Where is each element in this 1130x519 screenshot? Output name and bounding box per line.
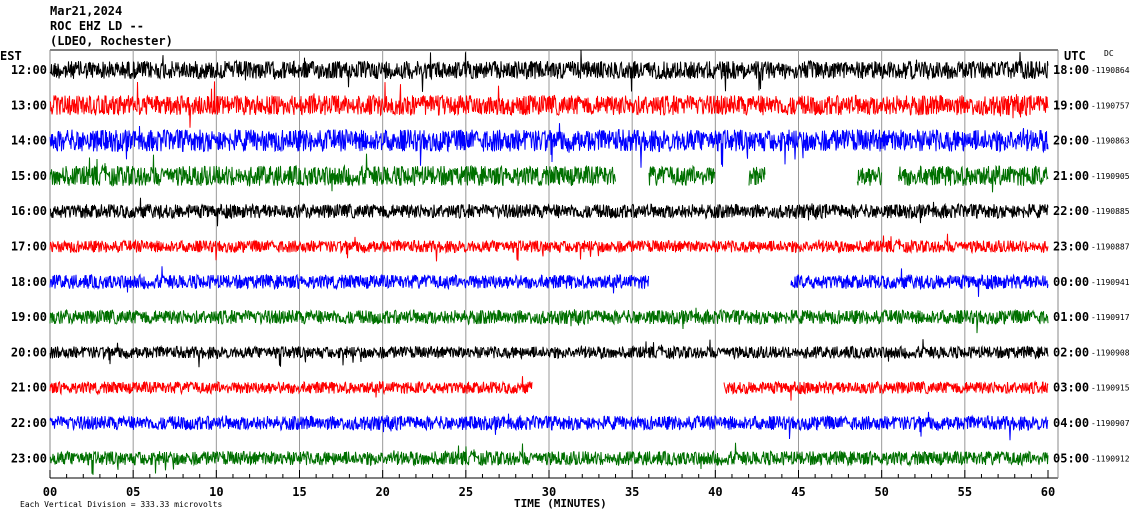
seismic-trace	[723, 380, 1049, 401]
est-time-label: 14:00	[11, 134, 47, 148]
dc-offset-label: -1190887	[1091, 243, 1130, 252]
est-time-label: 16:00	[11, 204, 47, 218]
seismic-trace	[856, 166, 882, 186]
utc-time-label: 21:00	[1053, 169, 1089, 183]
station-label: ROC EHZ LD --	[50, 19, 144, 33]
est-time-label: 19:00	[11, 310, 47, 324]
est-time-label: 20:00	[11, 345, 47, 359]
network-label: (LDEO, Rochester)	[50, 34, 173, 48]
dc-offset-label: -1190885	[1091, 207, 1130, 216]
est-time-label: 18:00	[11, 275, 47, 289]
dc-offset-label: -1190915	[1091, 384, 1130, 393]
dc-offset-label: -1190917	[1091, 313, 1130, 322]
dc-offset-label: -1190864	[1091, 66, 1130, 75]
utc-time-label: 04:00	[1053, 416, 1089, 430]
x-tick-label: 15	[292, 485, 306, 499]
seismic-trace	[49, 266, 649, 294]
x-tick-label: 30	[542, 485, 556, 499]
utc-time-label: 23:00	[1053, 240, 1089, 254]
seismic-trace	[49, 123, 1049, 168]
utc-time-label: 05:00	[1053, 451, 1089, 465]
utc-time-label: 20:00	[1053, 134, 1089, 148]
dc-offset-label: -1190757	[1091, 101, 1130, 110]
right-axis-label: UTC	[1064, 49, 1086, 63]
est-time-label: 17:00	[11, 240, 47, 254]
est-time-label: 12:00	[11, 63, 47, 77]
x-axis-label: TIME (MINUTES)	[514, 497, 607, 510]
dc-offset-label: -1190908	[1091, 348, 1130, 357]
seismic-trace	[648, 164, 716, 187]
dc-offset-label: -1190912	[1091, 454, 1130, 463]
x-tick-label: 40	[708, 485, 722, 499]
utc-time-label: 01:00	[1053, 310, 1089, 324]
x-tick-label: 10	[209, 485, 223, 499]
x-tick-label: 50	[874, 485, 888, 499]
seismic-trace	[49, 233, 1049, 262]
x-tick-label: 25	[459, 485, 473, 499]
seismic-trace	[49, 442, 1049, 475]
est-time-label: 21:00	[11, 381, 47, 395]
seismic-trace	[49, 81, 1049, 128]
utc-time-label: 22:00	[1053, 204, 1089, 218]
dc-offset-label: -1190907	[1091, 419, 1130, 428]
dc-label: DC	[1104, 49, 1114, 58]
dc-offset-label: -1190941	[1091, 278, 1130, 287]
dc-offset-label: -1190905	[1091, 172, 1130, 181]
seismic-trace	[49, 376, 533, 398]
utc-time-label: 02:00	[1053, 345, 1089, 359]
est-time-label: 22:00	[11, 416, 47, 430]
x-tick-label: 55	[958, 485, 972, 499]
utc-time-label: 18:00	[1053, 63, 1089, 77]
x-tick-label: 20	[375, 485, 389, 499]
date-label: Mar21,2024	[50, 4, 123, 18]
utc-time-label: 03:00	[1053, 381, 1089, 395]
seismic-trace	[49, 50, 1049, 92]
utc-time-label: 19:00	[1053, 98, 1089, 112]
x-tick-label: 00	[43, 485, 57, 499]
left-axis-label: EST	[0, 49, 22, 63]
x-tick-label: 05	[126, 485, 140, 499]
dc-offset-label: -1190863	[1091, 137, 1130, 146]
seismic-trace	[49, 339, 1049, 368]
seismic-trace	[49, 411, 1049, 441]
utc-time-label: 00:00	[1053, 275, 1089, 289]
est-time-label: 23:00	[11, 451, 47, 465]
seismic-trace	[49, 307, 1049, 334]
seismic-trace	[790, 268, 1049, 297]
x-tick-label: 60	[1041, 485, 1055, 499]
seismic-trace	[898, 164, 1049, 193]
x-tick-label: 35	[625, 485, 639, 499]
est-time-label: 15:00	[11, 169, 47, 183]
seismic-trace	[748, 166, 766, 186]
scale-note: Each Vertical Division = 333.33 microvol…	[20, 500, 223, 509]
seismic-trace	[49, 197, 1049, 227]
seismic-trace	[49, 153, 616, 192]
x-tick-label: 45	[791, 485, 805, 499]
est-time-label: 13:00	[11, 98, 47, 112]
